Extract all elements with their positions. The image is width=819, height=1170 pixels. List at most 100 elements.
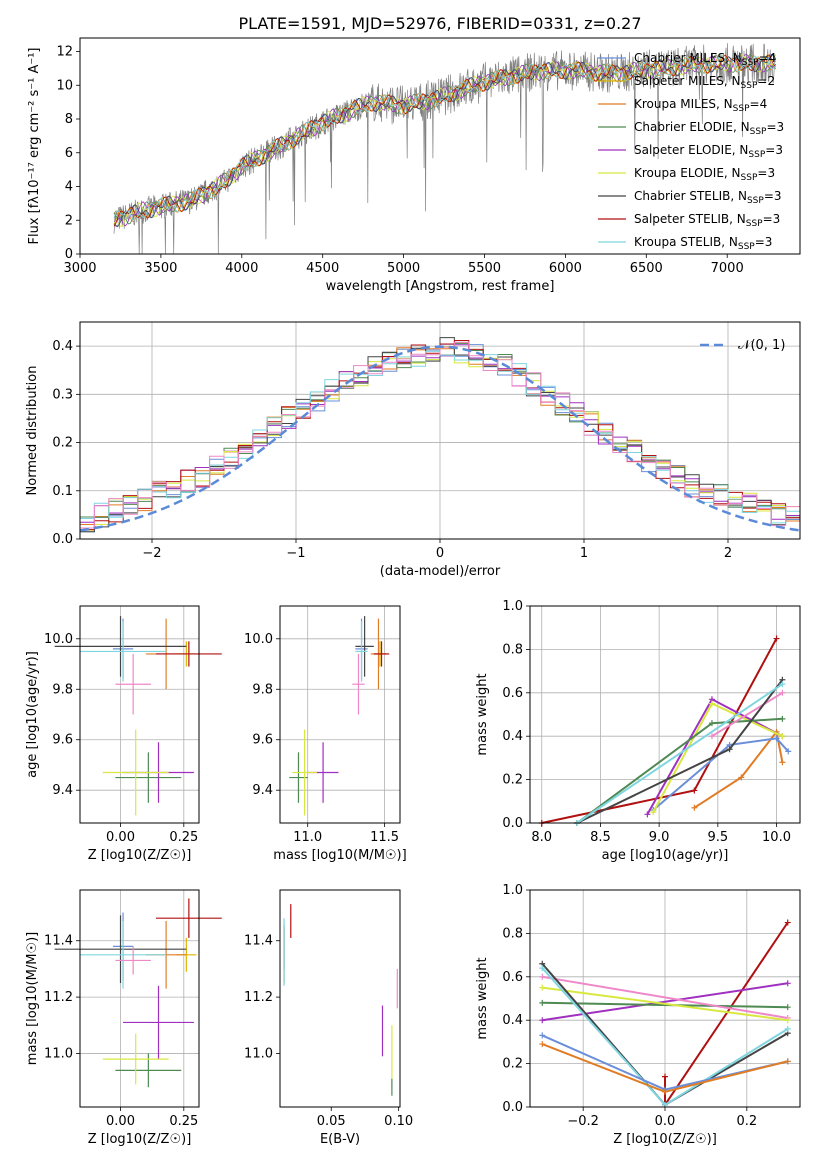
p1-model-spectrum xyxy=(113,53,776,222)
p1-legend-label: Chabrier STELIB, NSSP=3 xyxy=(634,189,782,206)
p8-series-marker xyxy=(539,1032,546,1039)
p1-xlabel: wavelength [Angstrom, rest frame] xyxy=(326,279,555,294)
p5-series-marker xyxy=(708,733,715,740)
p1-ytick-label: 12 xyxy=(56,45,73,60)
p8-ytick-label: 0.6 xyxy=(502,970,523,985)
p5-ytick-label: 0.2 xyxy=(502,773,523,788)
p8-series-marker xyxy=(539,973,546,980)
p1-xtick-label: 5500 xyxy=(468,261,501,276)
p4-ytick-label: 9.8 xyxy=(252,682,273,697)
p1-ytick-label: 6 xyxy=(65,146,73,161)
p8-series-marker xyxy=(784,1017,791,1024)
p3-ytick-label: 9.8 xyxy=(52,682,73,697)
p5-xtick-label: 8.0 xyxy=(531,830,552,845)
p8-ytick-label: 0.4 xyxy=(502,1013,523,1028)
p2-ytick-label: 0.2 xyxy=(52,436,73,451)
p5-series-marker xyxy=(785,748,792,755)
p2-ytick-label: 0.0 xyxy=(52,532,73,547)
p5-ytick-label: 0.6 xyxy=(502,686,523,701)
p2-legend-label: 𝒩(0, 1) xyxy=(738,338,785,353)
p7-frame xyxy=(279,889,401,1108)
p1-frame xyxy=(79,37,801,255)
p5-xtick-label: 10.0 xyxy=(762,830,791,845)
p5-series-marker xyxy=(691,804,698,811)
p5-ytick-label: 1.0 xyxy=(502,599,523,614)
p1-legend-sub: SSP xyxy=(747,196,764,206)
p1-legend-val: =3 xyxy=(766,120,784,134)
p2-xtick-label: 2 xyxy=(724,546,732,561)
p1-legend-label: Salpeter STELIB, NSSP=3 xyxy=(634,212,780,229)
p2-xlabel: (data-model)/error xyxy=(380,564,501,579)
p5-series-marker xyxy=(779,733,786,740)
p5-series-marker xyxy=(773,735,780,742)
p1-legend-sub: SSP xyxy=(742,58,759,68)
p8-series-line xyxy=(542,986,788,1022)
p7-xtick-label: 0.05 xyxy=(317,1114,346,1129)
mass-weight-vs-metallicity-panel: −0.2 0.0 0.2 0.0 0.2 0.4 0.6 0.8 1.0 Z [log10(Z/Z… xyxy=(475,883,801,1147)
p7-xtick-label: 0.10 xyxy=(384,1114,413,1129)
p8-series-marker xyxy=(662,1088,668,1095)
p8-series-marker xyxy=(539,999,546,1006)
p5-xtick-label: 9.0 xyxy=(649,830,670,845)
p6-frame xyxy=(79,889,200,1108)
p2-xtick-label: 1 xyxy=(580,546,588,561)
p5-series-marker xyxy=(779,689,786,696)
p8-xtick-label: −0.2 xyxy=(567,1114,599,1129)
p1-xtick-label: 4500 xyxy=(306,261,339,276)
p8-series-marker xyxy=(784,919,791,926)
p5-xlabel: age [log10(age/yr)] xyxy=(602,848,729,863)
p1-legend-val: =3 xyxy=(763,212,781,226)
p1-xtick-label: 4000 xyxy=(225,261,258,276)
p1-legend-label: Chabrier ELODIE, NSSP=3 xyxy=(634,120,784,137)
p3-ytick-label: 10.0 xyxy=(44,632,73,647)
p2-gaussian-curve xyxy=(79,345,801,532)
p6-xlabel: Z [log10(Z/Z☉)] xyxy=(88,1132,192,1147)
p4-frame xyxy=(279,605,401,824)
p5-series-marker xyxy=(738,774,745,781)
p7-ytick-label: 11.4 xyxy=(244,934,273,949)
p5-ylabel: mass weight xyxy=(475,673,490,755)
p6-ytick-label: 11.2 xyxy=(44,990,73,1005)
p2-xtick-label: −1 xyxy=(286,546,305,561)
p6-ytick-label: 11.0 xyxy=(44,1046,73,1061)
p1-legend-val: =3 xyxy=(765,143,783,157)
p8-series-line xyxy=(542,1001,788,1009)
p1-model-spectrum xyxy=(113,53,777,225)
p1-xtick-label: 3500 xyxy=(144,261,177,276)
p5-series-marker xyxy=(779,759,786,766)
panel1-title: PLATE=1591, MJD=52976, FIBERID=0331, z=0… xyxy=(238,14,641,33)
p3-xtick-label: 0.00 xyxy=(106,830,135,845)
p5-series-marker xyxy=(773,635,780,642)
p1-legend-label: Salpeter ELODIE, NSSP=3 xyxy=(634,143,783,160)
p1-ytick-label: 0 xyxy=(65,247,73,262)
p5-series-marker xyxy=(779,715,786,722)
p8-series-marker xyxy=(784,1004,791,1011)
p4-ytick-label: 9.6 xyxy=(252,733,273,748)
p1-legend-sub: SSP xyxy=(741,81,758,91)
p1-ylabel: Flux [fλ10⁻¹⁷ erg cm⁻² s⁻¹ A⁻¹] xyxy=(27,48,42,245)
p3-ytick-label: 9.6 xyxy=(52,733,73,748)
p1-legend-val: =3 xyxy=(757,166,775,180)
p5-series-marker xyxy=(650,809,657,816)
p1-legend-val: =3 xyxy=(764,189,782,203)
p5-series-line xyxy=(711,691,783,738)
p3-xtick-label: 0.25 xyxy=(169,830,198,845)
p4-ytick-label: 10.0 xyxy=(244,632,273,647)
p7-ytick-label: 11.0 xyxy=(244,1046,273,1061)
p8-series-marker xyxy=(539,965,546,972)
p1-legend-label: Chabrier MILES, NSSP=4 xyxy=(634,51,776,68)
p8-series-marker xyxy=(784,1025,791,1032)
p7-xlabel: E(B-V) xyxy=(320,1132,360,1147)
p8-series-marker xyxy=(539,1041,546,1048)
p5-xtick-label: 9.5 xyxy=(707,830,728,845)
mass-vs-ebv-panel: 0.05 0.10 11.0 11.2 11.4 E(B-V) xyxy=(244,889,413,1147)
p1-legend-sub: SSP xyxy=(733,104,750,114)
p1-legend-val: =4 xyxy=(759,51,777,65)
p7-ytick-label: 11.2 xyxy=(244,990,273,1005)
p5-series-marker xyxy=(691,787,698,794)
p2-ytick-label: 0.3 xyxy=(52,387,73,402)
p3-ytick-label: 9.4 xyxy=(52,783,73,798)
p2-histogram-step xyxy=(79,341,800,539)
p1-xtick-label: 7000 xyxy=(711,261,744,276)
